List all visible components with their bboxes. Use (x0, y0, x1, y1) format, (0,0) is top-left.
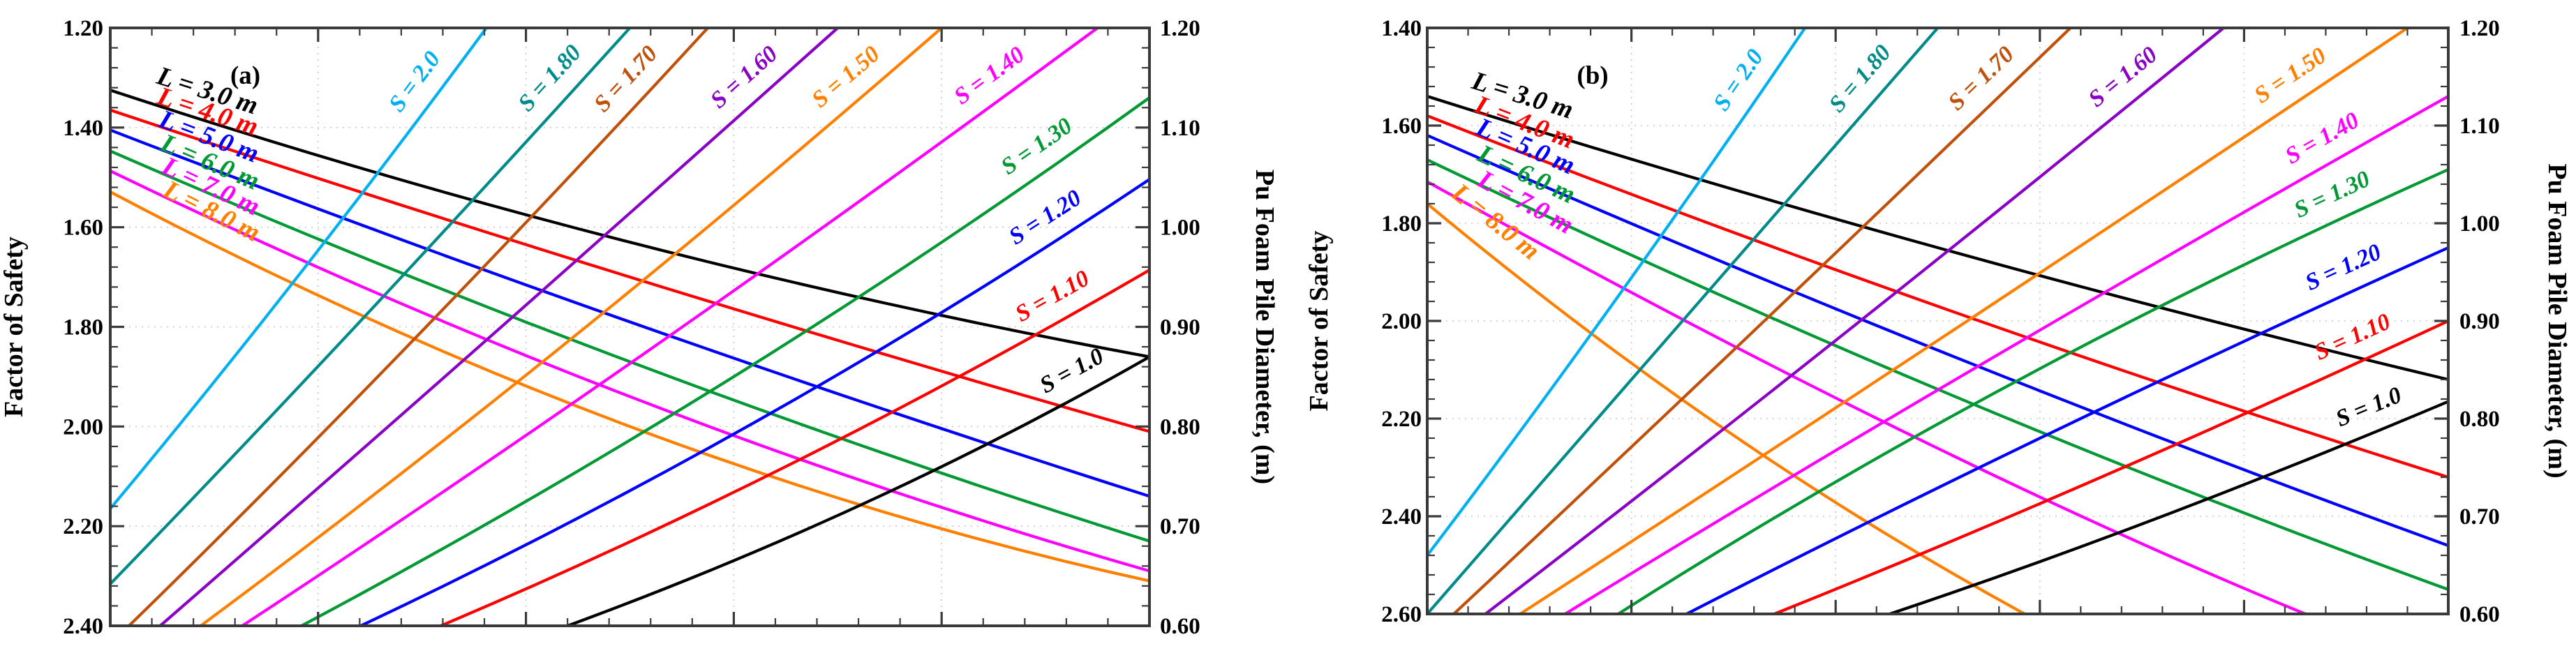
curve-label-b: S = 1.50 (2250, 43, 2331, 109)
right-axis-title: Pu Foam Pile Diameter, (m) (2543, 163, 2572, 478)
curve-label-a: S = 1.80 (514, 40, 587, 117)
curve-label-a: S = 1.0 (1036, 343, 1108, 398)
right-axis-tick-label: 1.10 (1160, 116, 1200, 141)
panel-tag: (a) (230, 61, 260, 90)
curve-a-l-3.0-m (110, 89, 1149, 359)
curve-a-s-1.60 (159, 28, 839, 626)
left-axis-tick-label: 2.40 (63, 614, 103, 639)
right-axis-tick-label: 1.20 (1160, 16, 1200, 41)
tick-labels: 1.40 1.60 1.80 2.00 2.20 2.40 2.60 1.20 1.10 1.00… (1381, 16, 2500, 627)
left-axis-title: Factor of Safety (1304, 231, 1334, 412)
curve-label-a: S = 1.70 (589, 41, 662, 117)
curve-b-s-1.10 (1773, 320, 2448, 614)
curve-a-l-5.0-m (110, 128, 1149, 498)
curve-a-s-1.30 (301, 96, 1149, 626)
curve-b-s-1.0 (1889, 400, 2448, 614)
left-axis-tick-label: 1.40 (63, 116, 103, 141)
right-axis-title: Pu Foam Pile Diameter, (m) (1250, 170, 1279, 484)
right-axis-tick-label: 1.10 (2459, 114, 2500, 139)
right-axis-tick-label: 0.90 (2459, 309, 2500, 334)
left-axis-tick-label: 1.40 (1381, 16, 1422, 41)
curve-label-b: S = 1.80 (1824, 40, 1896, 117)
right-axis-tick-label: 0.70 (2459, 504, 2500, 530)
right-axis-tick-label: 1.20 (2459, 16, 2500, 41)
curve-label-a: S = 1.60 (706, 41, 782, 114)
curve-a-l-8.0-m (110, 190, 1149, 583)
curve-a-s-1.50 (200, 28, 943, 626)
left-axis-tick-label: 2.00 (63, 414, 103, 440)
curve-b-s-1.20 (1685, 246, 2448, 614)
left-axis-tick-label: 2.20 (63, 514, 103, 539)
curve-label-b: S = 2.0 (1708, 45, 1769, 116)
ticks (110, 28, 1149, 626)
left-axis-tick-label: 2.00 (1381, 309, 1422, 334)
curve-a-s-1.20 (359, 178, 1149, 626)
left-axis-tick-label: 2.60 (1381, 602, 1422, 627)
curve-label-b: S = 1.70 (1944, 41, 2019, 115)
right-axis-tick-label: 0.80 (2459, 407, 2500, 432)
ticks (1427, 28, 2448, 614)
left-axis-tick-label: 1.80 (1381, 211, 1422, 237)
gridlines (1427, 28, 2448, 614)
curve-b-l-6.0-m (1427, 158, 2448, 591)
left-axis-tick-label: 1.60 (63, 216, 103, 241)
curve-b-s-1.70 (1452, 28, 2072, 614)
right-axis-tick-label: 0.60 (2459, 602, 2500, 627)
curve-a-s-1.70 (128, 28, 709, 626)
curve-a-l-7.0-m (110, 170, 1149, 573)
curve-b-l-7.0-m (1427, 180, 2306, 614)
curve-label-a: S = 1.40 (949, 42, 1029, 110)
curve-b-s-1.50 (1519, 28, 2409, 614)
curve-b-s-1.60 (1484, 28, 2225, 614)
curve-label-b: S = 1.40 (2281, 107, 2363, 170)
left-axis-tick-label: 1.60 (1381, 114, 1422, 139)
right-axis-tick-label: 1.00 (2459, 211, 2500, 237)
curve-b-l-5.0-m (1427, 134, 2448, 547)
curve-b-l-3.0-m (1427, 94, 2448, 382)
curve-label-a: S = 1.30 (997, 113, 1077, 180)
curve-a-s-1.40 (241, 28, 1099, 626)
curves (110, 28, 1149, 626)
curve-b-l-8.0-m (1427, 202, 2025, 614)
curve-label-a: S = 1.10 (1011, 265, 1094, 327)
left-axis-title: Factor of Safety (0, 237, 29, 417)
panel-b: 1.40 1.60 1.80 2.00 2.20 2.40 2.60 1.20 1.10 1.00… (1304, 16, 2572, 627)
curve-a-s-1.80 (110, 28, 632, 585)
curve-b-l-4.0-m (1427, 114, 2448, 479)
curve-b-s-1.30 (1617, 168, 2448, 614)
curve-label-a: S = 1.20 (1004, 185, 1086, 250)
curve-a-s-1.10 (440, 269, 1149, 626)
left-axis-tick-label: 2.20 (1381, 407, 1422, 432)
curve-b-s-1.40 (1564, 95, 2448, 614)
curve-label-b: S = 1.60 (2084, 42, 2162, 112)
curve-b-s-1.80 (1427, 28, 1940, 614)
panel-a: 1.20 1.40 1.60 1.80 2.00 2.20 2.40 1.20 1.10 1.00… (0, 16, 1279, 639)
curve-a-l-4.0-m (110, 108, 1149, 433)
right-axis-tick-label: 0.90 (1160, 315, 1200, 340)
right-axis-tick-label: 0.70 (1160, 514, 1200, 539)
left-axis-tick-label: 1.20 (63, 16, 103, 41)
left-axis-tick-label: 2.40 (1381, 504, 1422, 530)
left-axis-tick-label: 1.80 (63, 315, 103, 340)
right-axis-tick-label: 0.60 (1160, 614, 1200, 639)
curve-a-s-2.0 (110, 28, 488, 510)
curve-label-a: S = 1.50 (807, 41, 884, 113)
curve-label-a: S = 2.0 (384, 47, 445, 117)
curve-a-s-1.0 (567, 355, 1149, 626)
panel-tag: (b) (1577, 61, 1608, 90)
right-axis-tick-label: 1.00 (1160, 216, 1200, 241)
curve-a-l-6.0-m (110, 149, 1149, 543)
tick-labels: 1.20 1.40 1.60 1.80 2.00 2.20 2.40 1.20 1.10 1.00… (63, 16, 1200, 639)
curve-b-s-2.0 (1427, 28, 1807, 557)
curve-label-b: S = 1.20 (2302, 239, 2385, 296)
curves (1427, 28, 2448, 614)
right-axis-tick-label: 0.80 (1160, 414, 1200, 440)
curve-label-b: S = 1.30 (2291, 166, 2374, 223)
